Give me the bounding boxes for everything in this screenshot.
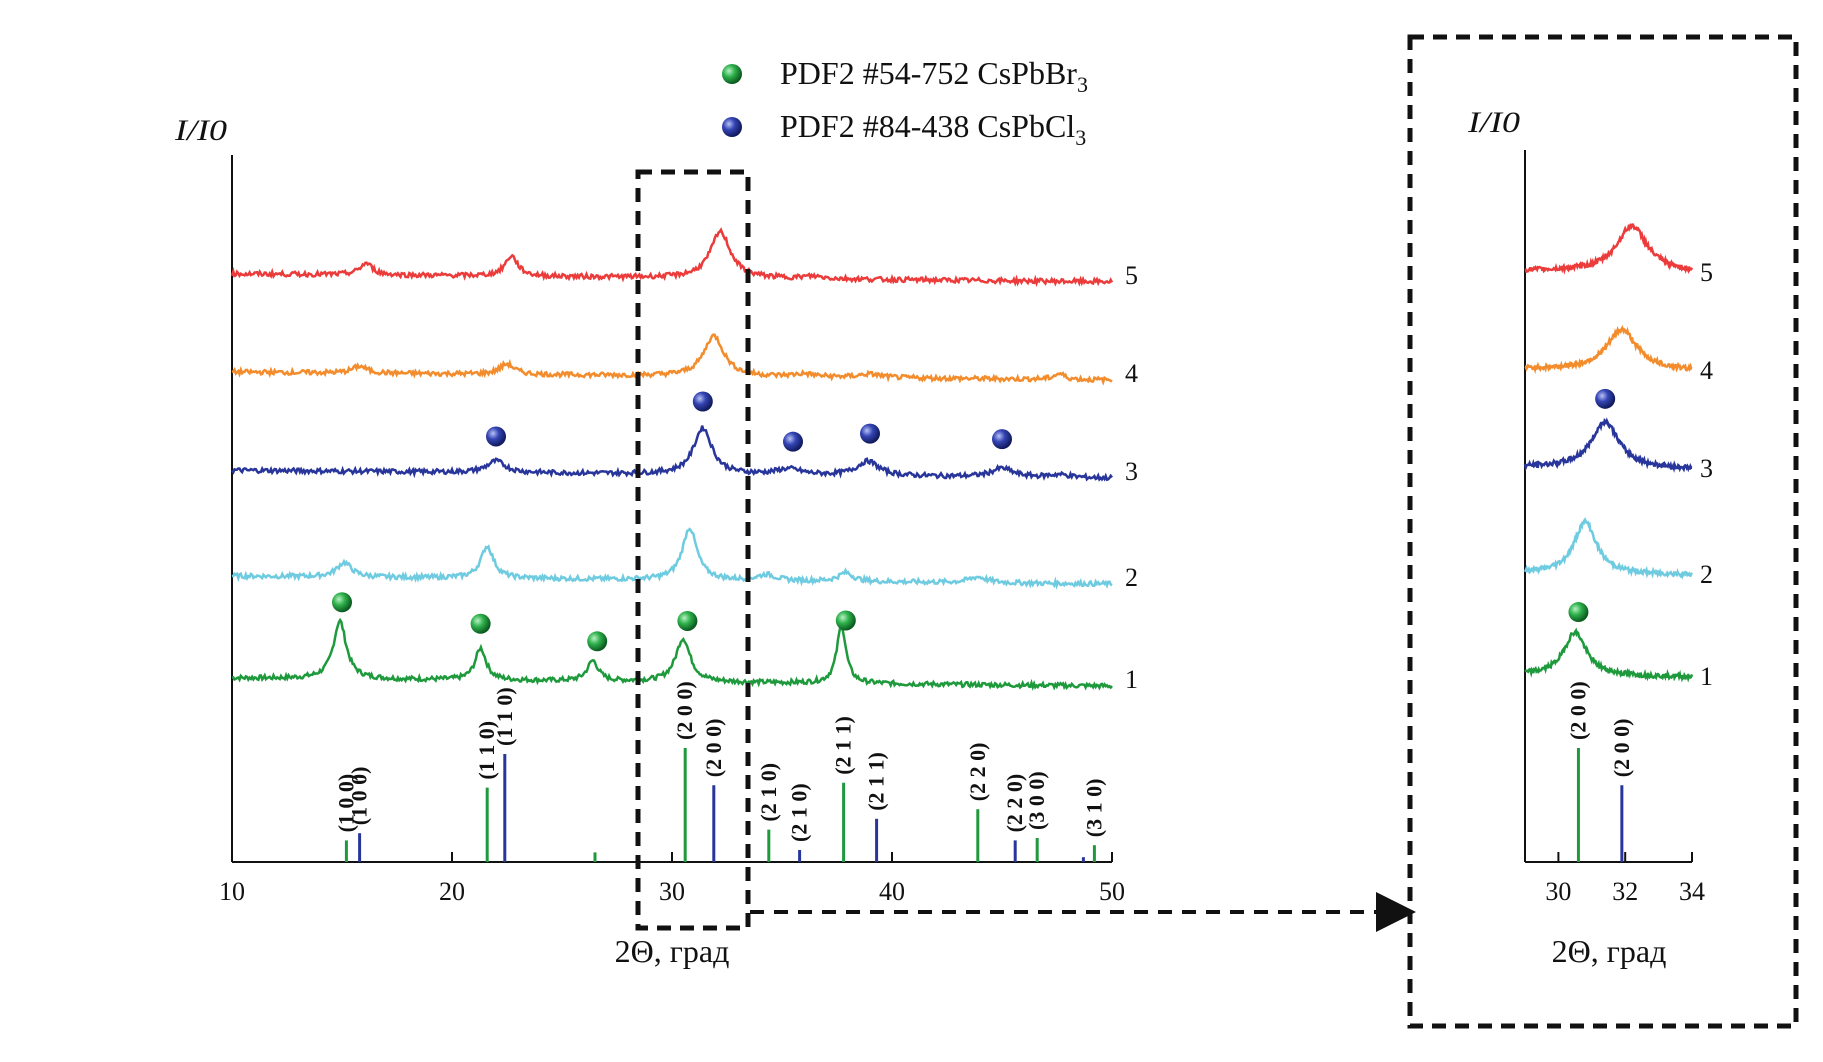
inset-series-5-line xyxy=(1524,222,1694,275)
main-series-2-label: 2 xyxy=(1125,563,1138,592)
inset-series-2-label: 2 xyxy=(1700,560,1713,589)
main-marker-br xyxy=(587,631,608,652)
main-marker-cl xyxy=(860,423,880,444)
inset-series-labels: 1 2 3 4 5 xyxy=(1700,258,1713,691)
main-marker-br xyxy=(677,610,698,631)
main-ref-cl-label: (1 1 0) xyxy=(492,687,517,746)
inset-series-1-label: 1 xyxy=(1700,662,1713,691)
inset-x-axis-title: 2Θ, град xyxy=(1552,933,1667,969)
main-marker-br xyxy=(835,610,856,631)
main-series-5-line xyxy=(230,227,1114,288)
main-ref-cl-label: (2 1 1) xyxy=(864,752,889,811)
inset-x-ticks: 30 32 34 xyxy=(1545,852,1705,906)
inset-tick-label: 32 xyxy=(1612,877,1638,906)
main-marker-cl xyxy=(486,426,506,447)
main-series-1-label: 1 xyxy=(1125,665,1138,694)
main-series-4-label: 4 xyxy=(1125,359,1138,388)
inset-series-3-line xyxy=(1523,417,1693,473)
main-phase-markers xyxy=(332,391,1012,652)
main-series-5-label: 5 xyxy=(1125,261,1138,290)
main-tick-label: 30 xyxy=(659,877,685,906)
inset-marker-cl xyxy=(1595,388,1616,409)
main-marker-cl xyxy=(783,431,803,452)
main-ref-br-label: (1 1 0) xyxy=(474,721,499,780)
main-ref-br-label: (2 2 0) xyxy=(965,743,990,802)
inset-series-4-label: 4 xyxy=(1700,356,1713,385)
main-series-group xyxy=(230,227,1114,691)
main-tick-label: 10 xyxy=(219,877,245,906)
main-series-3-line xyxy=(231,425,1113,482)
main-marker-cl xyxy=(992,429,1012,450)
inset-series-3-label: 3 xyxy=(1700,454,1713,483)
legend-label-cl: PDF2 #84-438 CsPbCl3 xyxy=(780,108,1086,150)
main-series-2-line xyxy=(231,527,1113,590)
main-ref-cl-label: (1 0 0) xyxy=(347,767,372,826)
main-series-labels: 1 2 3 4 5 xyxy=(1125,261,1138,694)
legend: PDF2 #54-752 CsPbBr3 PDF2 #84-438 CsPbCl… xyxy=(722,55,1088,150)
main-ref-br-label: (2 0 0) xyxy=(672,681,697,740)
main-tick-label: 50 xyxy=(1099,877,1125,906)
inset-ref-br-label: (2 0 0) xyxy=(1565,681,1590,740)
y-label-text-main: I/I0 xyxy=(174,114,227,147)
main-ref-cl-label: (2 1 0) xyxy=(787,783,812,842)
inset-axes xyxy=(1524,150,1692,863)
main-ref-br-label: (3 0 0) xyxy=(1024,771,1049,830)
main-reference-lines: (1 0 0) (1 1 0) (2 0 0) (2 1 0) (2 1 1) (2 2 … xyxy=(333,681,1106,862)
inset-frame xyxy=(1407,34,1799,1029)
inset-series-4-line xyxy=(1524,325,1693,375)
main-x-axis-title: 2Θ, град xyxy=(615,933,730,969)
inset-series-5-label: 5 xyxy=(1700,258,1713,287)
zoom-region-box xyxy=(635,169,751,931)
inset-series-2-line xyxy=(1523,517,1694,580)
main-ref-cl-label: (2 2 0) xyxy=(1002,774,1027,833)
inset-tick-label: 30 xyxy=(1545,877,1571,906)
main-series-1-line xyxy=(231,617,1113,691)
main-marker-cl xyxy=(692,391,713,412)
main-x-ticks: 10 20 30 40 50 xyxy=(219,852,1125,906)
main-tick-label: 40 xyxy=(879,877,905,906)
inset-reference-lines: (2 0 0) (2 0 0) xyxy=(1565,681,1634,862)
main-series-4-line xyxy=(231,333,1113,386)
main-series-3-label: 3 xyxy=(1125,457,1138,486)
legend-label-br: PDF2 #54-752 CsPbBr3 xyxy=(780,55,1088,97)
inset-series-group xyxy=(1523,222,1694,683)
inset-tick-label: 34 xyxy=(1679,877,1705,906)
inset-ref-cl-label: (2 0 0) xyxy=(1609,719,1634,778)
main-ref-cl-label: (2 0 0) xyxy=(701,719,726,778)
y-label-text-inset: I/I0 xyxy=(1467,106,1520,139)
main-ref-br-label: (2 1 1) xyxy=(831,716,856,775)
main-ref-br-label: (3 1 0) xyxy=(1081,779,1106,838)
main-marker-br xyxy=(470,613,491,634)
inset-series-1-line xyxy=(1524,627,1694,683)
y-axis-label-main: I/I0 xyxy=(174,114,227,147)
inset-phase-markers xyxy=(1568,388,1616,623)
y-axis-label-inset: I/I0 xyxy=(1467,106,1520,139)
main-marker-br xyxy=(332,592,352,613)
legend-marker-br xyxy=(722,64,742,84)
legend-marker-cl xyxy=(722,117,742,137)
main-ref-br-label: (2 1 0) xyxy=(756,763,781,822)
main-ref-br-label: (1 0 0) xyxy=(333,774,358,833)
inset-marker-br xyxy=(1568,602,1589,623)
main-tick-label: 20 xyxy=(439,877,465,906)
